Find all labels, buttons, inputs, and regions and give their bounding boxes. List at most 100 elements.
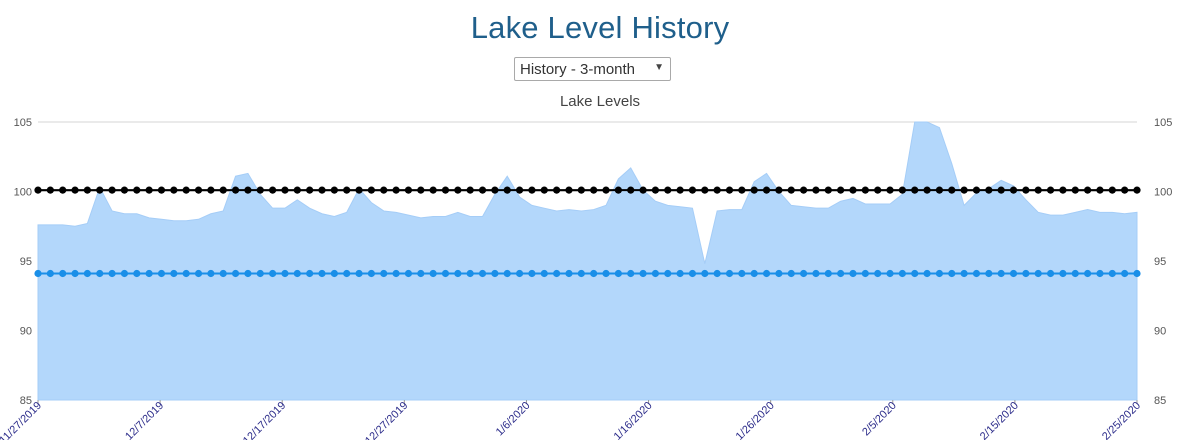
reference-point	[269, 269, 277, 278]
reference-point	[824, 186, 832, 194]
reference-point	[1034, 186, 1042, 194]
reference-point	[614, 186, 622, 194]
reference-point	[454, 186, 462, 194]
reference-point	[256, 186, 264, 194]
reference-point	[515, 269, 524, 278]
reference-point	[701, 186, 709, 194]
history-range-select[interactable]: History - 3-month ▼	[514, 57, 671, 81]
reference-point	[1071, 269, 1079, 278]
reference-point	[960, 186, 968, 194]
reference-point	[1084, 186, 1092, 194]
reference-point	[553, 186, 561, 194]
reference-point	[34, 269, 42, 278]
x-tick-label: 1/6/2020	[494, 400, 533, 439]
reference-point	[491, 186, 499, 194]
reference-point	[935, 186, 944, 194]
reference-point	[330, 269, 338, 278]
reference-point	[1133, 186, 1141, 194]
reference-point	[392, 186, 400, 194]
reference-point	[1108, 186, 1116, 194]
reference-point	[676, 269, 684, 278]
reference-point	[466, 269, 474, 278]
reference-point	[392, 269, 400, 278]
reference-point	[256, 269, 264, 278]
reference-point	[849, 186, 857, 194]
reference-point	[306, 269, 314, 278]
reference-point	[46, 186, 54, 194]
reference-point	[997, 186, 1005, 194]
reference-point	[960, 269, 968, 278]
reference-point	[417, 186, 425, 194]
reference-point	[96, 186, 104, 194]
reference-point	[750, 269, 758, 278]
y-tick-label-left: 95	[20, 256, 32, 268]
reference-point	[306, 186, 314, 194]
reference-point	[1121, 186, 1129, 194]
y-tick-label-right: 100	[1154, 187, 1172, 199]
reference-point	[701, 269, 709, 278]
reference-point	[577, 186, 585, 194]
reference-point	[713, 269, 721, 278]
reference-point	[1121, 269, 1129, 278]
reference-point	[874, 269, 882, 278]
x-tick-label: 12/27/2019	[363, 400, 410, 440]
reference-point	[639, 269, 647, 278]
reference-point	[972, 269, 981, 278]
reference-point	[664, 186, 672, 194]
reference-point	[985, 269, 993, 278]
reference-point	[269, 186, 277, 194]
reference-point	[96, 269, 104, 278]
reference-point	[849, 269, 857, 278]
reference-point	[762, 269, 771, 278]
reference-point	[34, 186, 42, 194]
reference-point	[911, 186, 919, 194]
reference-point	[170, 186, 178, 194]
reference-point	[1059, 269, 1067, 278]
reference-point	[837, 269, 845, 278]
reference-point	[441, 269, 450, 278]
reference-point	[985, 186, 993, 194]
lake-level-area-series	[37, 121, 1138, 401]
reference-point	[762, 186, 771, 194]
reference-point	[207, 269, 215, 278]
reference-point	[861, 269, 869, 278]
reference-point	[367, 269, 375, 278]
reference-point	[219, 269, 227, 278]
history-range-value: History - 3-month	[520, 60, 636, 78]
reference-point	[750, 186, 758, 194]
reference-line-series	[34, 186, 1141, 278]
reference-point	[1133, 269, 1141, 278]
reference-point	[293, 269, 301, 278]
reference-point	[590, 269, 598, 278]
reference-point	[898, 186, 906, 194]
x-tick-label: 2/15/2020	[978, 400, 1021, 440]
reference-point	[404, 186, 413, 194]
reference-point	[614, 269, 622, 278]
x-tick-label: 12/7/2019	[123, 400, 166, 440]
reference-point	[133, 186, 141, 194]
y-tick-label-right: 105	[1154, 117, 1172, 129]
reference-point	[651, 186, 660, 194]
reference-point	[429, 186, 437, 194]
reference-point	[318, 186, 326, 194]
reference-point	[787, 269, 795, 278]
reference-point	[194, 269, 203, 278]
y-tick-label-left: 90	[20, 326, 32, 338]
reference-point	[231, 186, 240, 194]
lake-level-area	[37, 121, 1138, 401]
reference-point	[1022, 186, 1030, 194]
reference-point	[775, 269, 783, 278]
reference-point	[1071, 186, 1079, 194]
x-tick-label: 2/25/2020	[1100, 400, 1143, 440]
reference-point	[417, 269, 425, 278]
reference-point	[837, 186, 845, 194]
y-tick-label-left: 100	[14, 187, 32, 199]
reference-point	[145, 269, 153, 278]
chevron-down-icon: ▼	[654, 62, 664, 73]
reference-point	[157, 269, 166, 278]
reference-point	[688, 186, 697, 194]
reference-point	[800, 269, 808, 278]
reference-point	[577, 269, 585, 278]
reference-point	[281, 186, 289, 194]
